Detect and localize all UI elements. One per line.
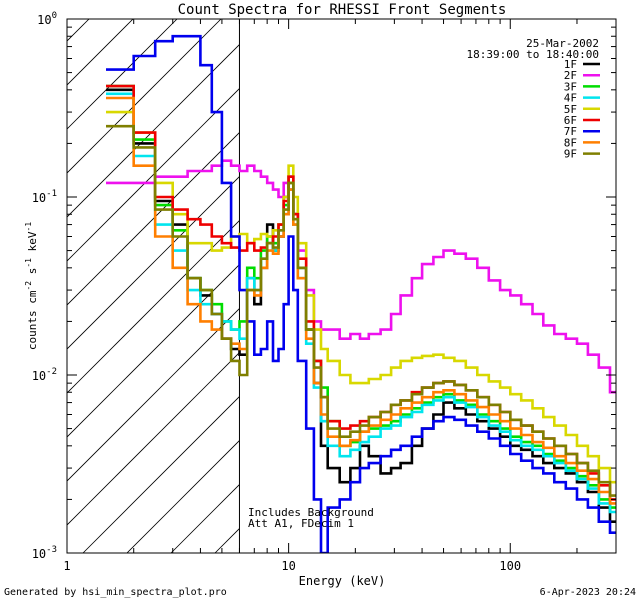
series-line-7f (106, 34, 616, 553)
hatch-line (67, 351, 240, 526)
x-tick-label: 100 (499, 559, 521, 573)
legend-label-6f: 6F (564, 114, 577, 127)
hatch-line (67, 19, 222, 174)
series-line-2f (106, 159, 616, 394)
y-axis-label: counts cm-2 s-1 keV-1 (24, 222, 39, 350)
hatch-line (67, 307, 240, 482)
hatch-line (67, 175, 240, 350)
hatch-line (67, 43, 240, 218)
legend-label-4f: 4F (564, 92, 577, 105)
series-line-8f (106, 96, 616, 505)
hatch-line (67, 131, 240, 306)
y-tick-label: 10-3 (32, 545, 57, 561)
legend-label-2f: 2F (564, 69, 577, 82)
x-tick-label: 10 (281, 559, 295, 573)
hatch-line (67, 19, 134, 86)
x-axis-label: Energy (keV) (299, 574, 386, 588)
legend-label-1f: 1F (564, 58, 577, 71)
y-tick-label: 10-2 (32, 367, 57, 383)
y-axis-label-part: keV (26, 231, 39, 258)
footer-generator: Generated by hsi_min_spectra_plot.pro (4, 587, 227, 598)
legend-label-9f: 9F (564, 148, 577, 161)
y-axis-label-part: s (26, 268, 39, 281)
legend-label-3f: 3F (564, 80, 577, 93)
annotation-time-range: 18:39:00 to 18:40:00 (467, 48, 599, 61)
annotation-attenuator-note: Att A1, FDecim 1 (248, 517, 354, 530)
y-tick-label: 10-1 (32, 189, 57, 205)
y-axis-label-part: counts cm (26, 290, 39, 350)
series-line-9f (106, 124, 616, 497)
hatch-line (67, 87, 240, 262)
y-axis-label-exp: -1 (24, 222, 33, 232)
series-group (106, 34, 616, 553)
annotation-date: 25-Mar-2002 (526, 37, 599, 50)
hatch-line (126, 439, 240, 553)
hatch-line (67, 219, 240, 394)
legend-label-5f: 5F (564, 103, 577, 116)
legend-label-8f: 8F (564, 136, 577, 149)
hatch-line (82, 395, 240, 553)
legend-label-7f: 7F (564, 125, 577, 138)
x-tick-labels: 1 10 100 (63, 559, 521, 573)
series-line-1f (106, 88, 616, 523)
chart-title: Count Spectra for RHESSI Front Segments (178, 2, 507, 18)
series-line-4f (106, 92, 616, 514)
y-tick-label: 100 (37, 11, 57, 27)
axis-ticks (66, 18, 617, 554)
y-axis-label-exp: -2 (24, 281, 33, 291)
plot-frame (66, 18, 617, 554)
footer-timestamp: 6-Apr-2023 20:24 (540, 587, 636, 598)
y-axis-label-exp: -1 (24, 258, 33, 268)
y-tick-labels: 100 10-1 10-2 10-3 (32, 11, 57, 561)
hatched-region (67, 19, 240, 553)
annotation-background-note: Includes Background (248, 506, 374, 519)
hatch-line (67, 19, 178, 130)
x-tick-label: 1 (63, 559, 70, 573)
